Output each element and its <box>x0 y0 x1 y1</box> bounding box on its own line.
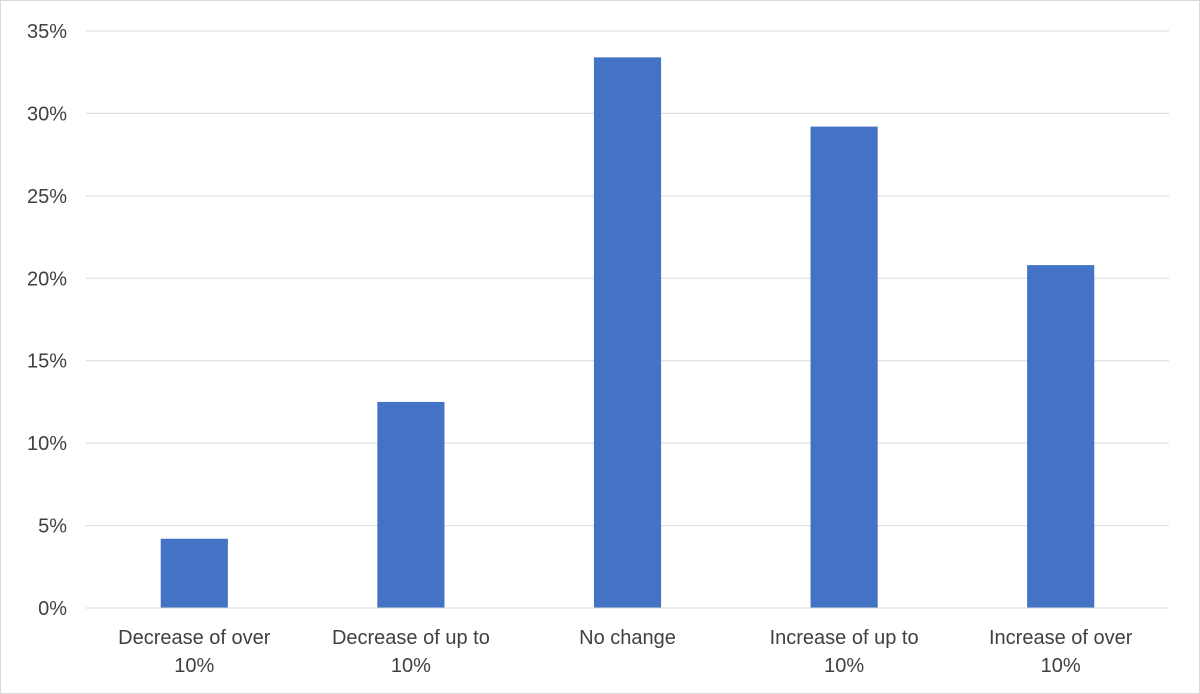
y-tick-label: 10% <box>27 433 67 455</box>
x-category-label: Increase of over 10% <box>989 627 1133 677</box>
y-axis-tick-labels: 0% 5% 10% 15% 20% 25% 30% 35% <box>27 21 67 620</box>
x-axis-category-labels: Decrease of over 10% Decrease of up to 10% N… <box>118 627 1133 677</box>
x-category-label-line: 10% <box>391 655 431 677</box>
y-tick-label: 5% <box>38 516 67 538</box>
bar <box>377 401 445 608</box>
x-category-label: Increase of up to 10% <box>770 627 919 677</box>
bar <box>810 126 878 609</box>
y-tick-label: 15% <box>27 351 67 373</box>
bar <box>593 57 662 609</box>
y-tick-label: 20% <box>27 268 67 290</box>
x-category-label: No change <box>579 627 676 649</box>
x-category-label-line: No change <box>579 627 676 649</box>
x-category-label: Decrease of up to 10% <box>332 627 490 677</box>
x-category-label-line: 10% <box>824 655 864 677</box>
y-tick-label: 35% <box>27 21 67 43</box>
x-category-label-line: Increase of up to <box>770 627 919 649</box>
x-category-label-line: Decrease of up to <box>332 627 490 649</box>
x-category-label-line: Increase of over <box>989 627 1133 649</box>
y-tick-label: 25% <box>27 186 67 208</box>
x-category-label-line: Decrease of over <box>118 627 271 649</box>
x-category-label: Decrease of over 10% <box>118 627 271 677</box>
y-tick-label: 30% <box>27 103 67 125</box>
x-category-label-line: 10% <box>174 655 214 677</box>
bar <box>1027 265 1095 608</box>
bar <box>160 538 228 608</box>
bars <box>160 57 1095 609</box>
y-tick-label: 0% <box>38 598 67 620</box>
x-category-label-line: 10% <box>1041 655 1081 677</box>
